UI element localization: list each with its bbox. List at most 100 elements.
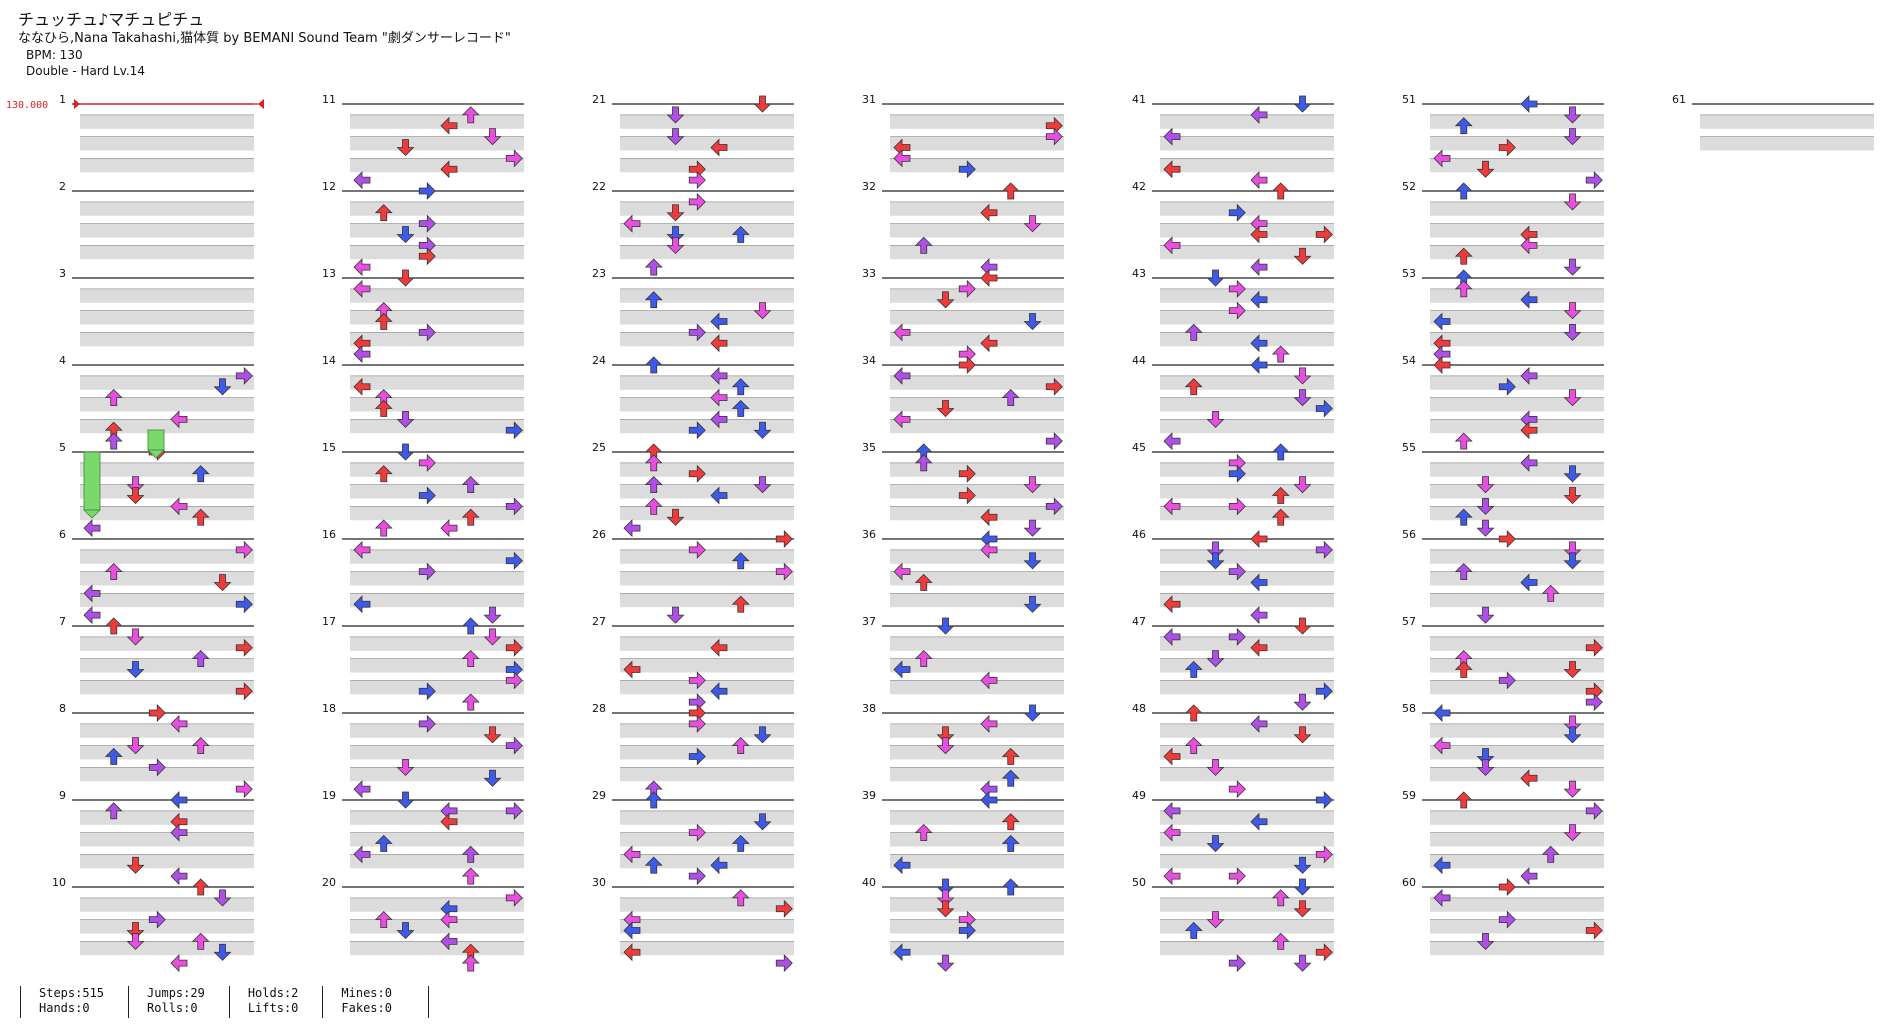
beat-band bbox=[1160, 658, 1334, 673]
beat-band bbox=[1430, 136, 1604, 151]
beat-band bbox=[80, 941, 254, 956]
step-arrow bbox=[1585, 921, 1603, 940]
beat-band bbox=[890, 158, 1064, 173]
step-arrow bbox=[505, 421, 523, 440]
step-arrow bbox=[1271, 443, 1290, 461]
step-arrow bbox=[893, 410, 911, 429]
step-arrow bbox=[1541, 584, 1560, 602]
beat-band bbox=[890, 201, 1064, 216]
beat-band bbox=[80, 897, 254, 912]
beat-band bbox=[1160, 223, 1334, 238]
step-arrow bbox=[418, 453, 436, 472]
beat-band bbox=[80, 745, 254, 760]
step-arrow bbox=[623, 921, 641, 940]
step-arrow bbox=[353, 377, 371, 396]
step-arrow bbox=[753, 302, 772, 320]
step-arrow bbox=[688, 464, 706, 483]
beat-band bbox=[80, 419, 254, 434]
bpm-text: BPM: 130 bbox=[26, 48, 83, 62]
beat-band bbox=[620, 593, 794, 608]
step-arrow bbox=[666, 508, 685, 526]
beat-band bbox=[890, 810, 1064, 825]
beat-band bbox=[620, 506, 794, 521]
step-arrow bbox=[1163, 823, 1181, 842]
step-arrow bbox=[1454, 432, 1473, 450]
step-arrow bbox=[1563, 541, 1582, 559]
step-arrow bbox=[1498, 377, 1516, 396]
measure-number: 38 bbox=[862, 702, 876, 715]
step-arrow bbox=[775, 530, 793, 548]
step-arrow bbox=[1001, 389, 1020, 407]
step-arrow bbox=[1001, 813, 1020, 831]
step-arrow bbox=[936, 900, 955, 918]
beat-band bbox=[1430, 223, 1604, 238]
step-arrow bbox=[1563, 323, 1582, 341]
beat-band bbox=[1430, 332, 1604, 347]
step-arrow bbox=[1520, 573, 1538, 592]
step-arrow bbox=[440, 812, 458, 831]
step-arrow bbox=[461, 617, 480, 635]
step-arrow bbox=[1271, 932, 1290, 950]
step-arrow bbox=[710, 410, 728, 429]
step-arrow bbox=[1163, 627, 1181, 646]
measure-number: 44 bbox=[1132, 354, 1146, 367]
step-arrow bbox=[1293, 856, 1312, 874]
beat-band bbox=[80, 832, 254, 847]
step-arrow bbox=[505, 497, 523, 516]
beat-band bbox=[350, 941, 524, 956]
step-arrow bbox=[1023, 313, 1042, 331]
measure-number: 58 bbox=[1402, 702, 1416, 715]
beat-band bbox=[1430, 658, 1604, 673]
step-arrow bbox=[353, 595, 371, 614]
beat-band bbox=[1160, 810, 1334, 825]
beat-band bbox=[350, 484, 524, 499]
step-arrow bbox=[1023, 552, 1042, 570]
beat-band bbox=[80, 549, 254, 564]
beat-band bbox=[1160, 571, 1334, 586]
step-arrow bbox=[958, 279, 976, 298]
step-arrow bbox=[1520, 366, 1538, 385]
beat-band bbox=[1430, 245, 1604, 260]
step-arrow bbox=[418, 486, 436, 505]
step-arrow bbox=[1563, 193, 1582, 211]
step-arrow bbox=[1271, 508, 1290, 526]
step-arrow bbox=[1228, 562, 1246, 581]
step-arrow bbox=[1433, 312, 1451, 331]
step-arrow bbox=[980, 540, 998, 559]
step-arrow bbox=[666, 236, 685, 254]
step-arrow bbox=[688, 192, 706, 211]
step-arrow bbox=[1293, 95, 1312, 113]
beat-band bbox=[890, 136, 1064, 151]
beat-band bbox=[350, 549, 524, 564]
step-arrow bbox=[1163, 747, 1181, 766]
step-arrow bbox=[1206, 911, 1225, 929]
beat-band bbox=[890, 571, 1064, 586]
beat-band bbox=[1430, 310, 1604, 325]
beat-band bbox=[1160, 636, 1334, 651]
step-arrow bbox=[461, 508, 480, 526]
step-arrow bbox=[1250, 171, 1268, 190]
step-arrow bbox=[1293, 389, 1312, 407]
beat-band bbox=[350, 136, 524, 151]
beat-band bbox=[350, 332, 524, 347]
step-arrow bbox=[1476, 606, 1495, 624]
step-arrow bbox=[710, 388, 728, 407]
beat-band bbox=[890, 375, 1064, 390]
measure-number: 48 bbox=[1132, 702, 1146, 715]
beat-band bbox=[1430, 397, 1604, 412]
beat-band bbox=[1430, 549, 1604, 564]
beat-band bbox=[350, 897, 524, 912]
stat-hands: Hands:0 bbox=[39, 1001, 90, 1015]
beat-band bbox=[620, 810, 794, 825]
beat-band bbox=[1160, 201, 1334, 216]
step-arrow bbox=[1206, 410, 1225, 428]
step-arrow bbox=[1293, 954, 1312, 972]
difficulty-text: Double - Hard Lv.14 bbox=[26, 64, 145, 78]
step-arrow bbox=[1163, 801, 1181, 820]
beat-band bbox=[350, 571, 524, 586]
beat-band bbox=[80, 223, 254, 238]
beat-band bbox=[890, 919, 1064, 934]
step-arrow bbox=[1563, 780, 1582, 798]
beat-band bbox=[1160, 419, 1334, 434]
